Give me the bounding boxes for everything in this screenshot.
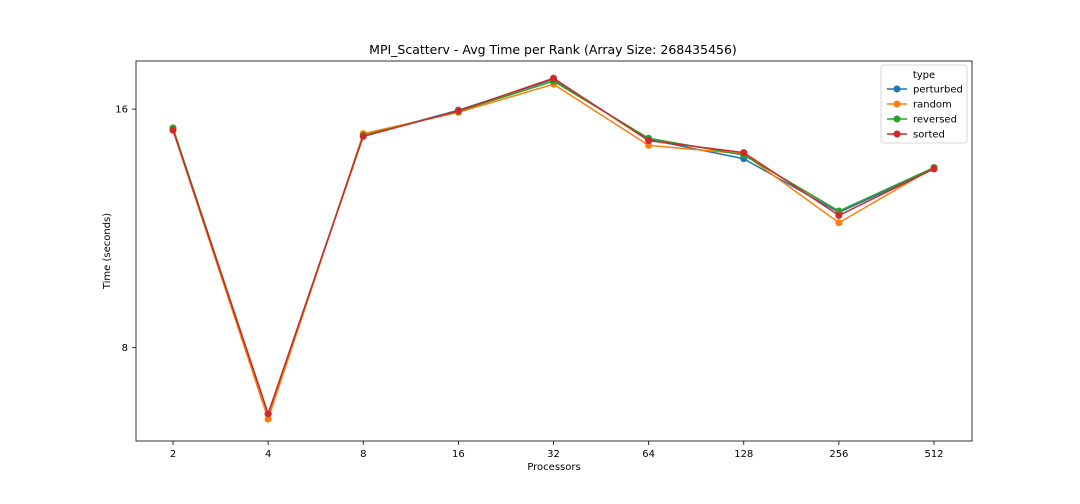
- y-tick-label: 16: [115, 105, 128, 116]
- x-axis-label: Processors: [527, 462, 580, 473]
- data-point-sorted: [169, 126, 177, 134]
- data-point-random: [264, 415, 272, 423]
- legend-box: [880, 64, 968, 144]
- series-lines: [169, 74, 938, 423]
- legend-item-reversed: reversed: [887, 115, 957, 126]
- x-tick-label: 16: [452, 449, 465, 460]
- legend-swatch-marker: [893, 115, 901, 123]
- data-point-sorted: [550, 74, 557, 82]
- data-point-sorted: [835, 211, 843, 219]
- data-point-sorted: [454, 107, 462, 115]
- x-tick-label: 512: [924, 449, 943, 460]
- series-random: [169, 80, 938, 423]
- series-line-random: [172, 83, 935, 422]
- x-tick-label: 8: [360, 449, 366, 460]
- y-axis-label: Time (seconds): [102, 213, 113, 290]
- data-point-sorted: [359, 132, 367, 140]
- legend-title: type: [913, 70, 935, 81]
- chart-title: MPI_Scatterv - Avg Time per Rank (Array …: [369, 42, 737, 57]
- legend-label: perturbed: [913, 85, 963, 96]
- data-point-sorted: [740, 149, 748, 157]
- plot-area: 2 4 8 16 32 64 128 256 512 8 16: [115, 60, 973, 460]
- x-tick-label: 4: [265, 449, 271, 460]
- y-tick-label: 8: [122, 343, 128, 354]
- plot-frame: [135, 60, 973, 442]
- legend-swatch-marker: [893, 85, 901, 93]
- data-point-sorted: [645, 137, 653, 145]
- data-point-random: [835, 219, 843, 227]
- legend-swatch-marker: [893, 100, 901, 108]
- legend-item-sorted: sorted: [887, 130, 945, 141]
- data-point-sorted: [930, 165, 938, 173]
- x-axis: 2 4 8 16 32 64 128 256 512: [170, 441, 944, 460]
- x-tick-label: 64: [642, 449, 655, 460]
- legend: type perturbed random reversed sorted: [880, 64, 968, 144]
- x-tick-label: 128: [734, 449, 753, 460]
- x-tick-label: 32: [547, 449, 560, 460]
- legend-item-perturbed: perturbed: [887, 85, 963, 96]
- x-tick-label: 2: [170, 449, 176, 460]
- x-tick-label: 256: [829, 449, 848, 460]
- y-axis: 8 16: [115, 105, 136, 354]
- legend-label: reversed: [913, 115, 957, 126]
- legend-label: random: [913, 100, 952, 111]
- legend-label: sorted: [913, 130, 945, 141]
- series-sorted: [169, 74, 938, 418]
- legend-swatch-marker: [893, 130, 901, 138]
- legend-item-random: random: [887, 100, 952, 111]
- data-point-sorted: [264, 410, 272, 418]
